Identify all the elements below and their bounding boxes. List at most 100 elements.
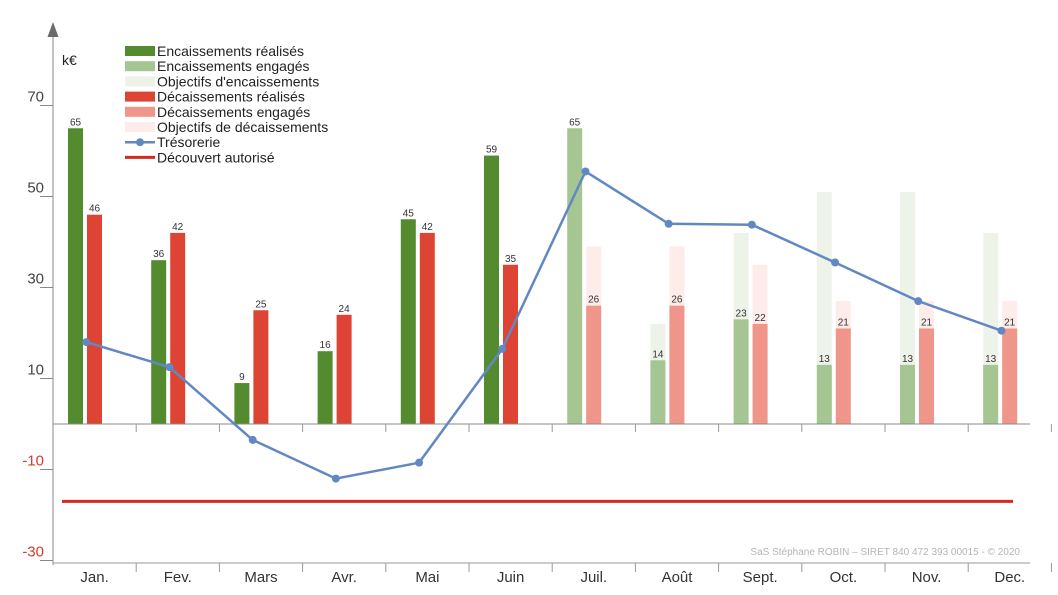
legend-marker-tresorerie: [136, 138, 144, 147]
decaissements-engages-label-9: 21: [838, 317, 850, 328]
tresorerie-point-6: [581, 167, 590, 176]
encaissements-engages-label-10: 13: [902, 354, 914, 365]
x-category-nov: Nov.: [912, 569, 942, 586]
encaissements-realises-label-3: 16: [320, 340, 332, 351]
decaissements-engages-bar-11: [1002, 328, 1018, 424]
encaissements-realises-label-2: 9: [239, 372, 245, 383]
legend-label-decouvert-autorise: Découvert autorisé: [157, 149, 275, 165]
x-category-avr: Avr.: [331, 569, 357, 586]
decaissements-engages-bar-7: [669, 305, 685, 424]
decaissements-engages-bar-9: [835, 328, 851, 424]
y-tick-label-30: 30: [27, 271, 44, 288]
decaissements-realises-bar-0: [87, 214, 102, 424]
tresorerie-point-5: [498, 344, 507, 353]
legend-swatch-objectifs-de-decaissements: [125, 122, 155, 132]
x-category-juil: Juil.: [580, 569, 607, 586]
legend-label-tresorerie: Trésorerie: [157, 134, 220, 150]
encaissements-engages-label-8: 23: [736, 308, 748, 319]
decaissements-engages-label-7: 26: [671, 295, 683, 306]
encaissements-realises-bar-0: [68, 128, 83, 424]
decaissements-realises-label-3: 24: [339, 304, 351, 315]
tresorerie-line-group: [82, 167, 1006, 483]
encaissements-realises-label-1: 36: [153, 249, 165, 260]
tresorerie-point-10: [914, 297, 923, 306]
encaissements-engages-label-11: 13: [985, 354, 997, 365]
tresorerie-point-2: [248, 435, 257, 444]
encaissements-realises-bar-3: [317, 351, 333, 424]
decaissements-engages-label-6: 26: [588, 295, 600, 306]
legend-label-encaissements-engages: Encaissements engagés: [157, 58, 310, 74]
credit-text: SaS Stéphane ROBIN – SIRET 840 472 393 0…: [750, 547, 1020, 558]
decaissements-realises-label-2: 25: [255, 299, 267, 310]
legend-swatch-objectifs-d-encaissements: [125, 76, 155, 87]
encaissements-realises-bar-1: [151, 260, 167, 424]
y-tick-label--10: -10: [22, 453, 44, 470]
x-category-aout: Août: [662, 569, 694, 586]
x-category-jan: Jan.: [80, 569, 108, 586]
decaissements-realises-label-1: 42: [172, 222, 184, 233]
tresorerie-point-1: [165, 363, 174, 372]
x-category-mars: Mars: [244, 569, 277, 586]
encaissements-engages-label-6: 65: [569, 117, 581, 128]
encaissements-engages-label-9: 13: [819, 354, 831, 365]
legend-label-decaissements-engages: Décaissements engagés: [157, 104, 310, 120]
tresorerie-point-4: [415, 458, 424, 467]
decaissements-engages-label-11: 21: [1004, 317, 1016, 328]
legend-label-objectifs-d-encaissements: Objectifs d'encaissements: [157, 73, 319, 89]
x-category-dec: Dec.: [994, 569, 1025, 586]
decaissements-realises-label-0: 46: [89, 204, 101, 215]
encaissements-realises-label-4: 45: [403, 208, 415, 219]
encaissements-realises-label-0: 65: [70, 117, 82, 128]
encaissements-realises-bar-4: [400, 219, 416, 424]
encaissements-engages-bar-11: [983, 364, 999, 424]
tresorerie-point-11: [997, 326, 1006, 335]
decaissements-engages-label-10: 21: [921, 317, 933, 328]
y-tick-labels: 70 50 30 10 -10 -30: [22, 89, 53, 561]
decaissements-engages-label-8: 22: [755, 313, 767, 324]
tresorerie-point-7: [664, 219, 673, 228]
decaissements-engages-bar-6: [586, 305, 602, 424]
decaissements-realises-bar-5: [503, 264, 518, 424]
legend-swatch-encaissements-engages: [125, 61, 155, 72]
axes: [47, 22, 1030, 565]
y-axis-arrow: [47, 22, 59, 37]
tresorerie-point-0: [82, 338, 91, 347]
encaissements-engages-bar-8: [733, 319, 749, 424]
y-tick-label-70: 70: [27, 89, 44, 106]
y-tick-label--30: -30: [22, 544, 44, 561]
y-tick-label-10: 10: [27, 362, 44, 379]
x-category-mai: Mai: [415, 569, 439, 586]
legend-label-encaissements-realises: Encaissements réalisés: [157, 43, 304, 59]
encaissements-realises-label-5: 59: [486, 145, 498, 156]
x-category-juin: Juin: [497, 569, 525, 586]
decaissements-engages-bar-8: [752, 323, 768, 424]
encaissements-engages-label-7: 14: [652, 349, 664, 360]
decaissements-engages-bar-10: [919, 328, 934, 424]
decaissements-realises-bar-2: [253, 310, 269, 424]
decaissements-realises-label-4: 42: [422, 222, 434, 233]
tresorerie-point-9: [831, 258, 840, 267]
decaissements-realises-bar-3: [336, 314, 352, 424]
bar-data-labels: 65 36 9 16 45 59 65 14 23 13 13 13 46 42 25 24 42 35 26 26 2…: [70, 117, 1016, 383]
tresorerie-point-3: [331, 474, 340, 483]
tresorerie-line: [85, 169, 1002, 480]
legend-swatch-decaissements-engages: [125, 106, 155, 117]
decaissements-realises-bar-4: [419, 232, 435, 424]
x-category-oct: Oct.: [830, 569, 858, 586]
legend-swatch-encaissements-realises: [125, 46, 155, 56]
encaissements-engages-bar-9: [816, 364, 832, 424]
unit-label: k€: [62, 52, 77, 68]
decaissements-realises-bar-1: [170, 232, 186, 424]
encaissements-realises-bar-2: [234, 383, 250, 424]
x-category-sept: Sept.: [743, 569, 778, 586]
tresorerie-point-8: [747, 220, 756, 229]
encaissements-engages-bar-10: [900, 364, 915, 424]
encaissements-engages-bar-7: [650, 360, 666, 424]
legend-label-objectifs-de-decaissements: Objectifs de décaissements: [157, 119, 328, 135]
encaissements-realises-bar-5: [484, 155, 499, 425]
y-tick-label-50: 50: [27, 180, 44, 197]
x-category-fev: Fev.: [164, 569, 192, 586]
legend-swatch-decaissements-realises: [125, 91, 155, 102]
encaissements-engages-bar-6: [567, 128, 583, 424]
